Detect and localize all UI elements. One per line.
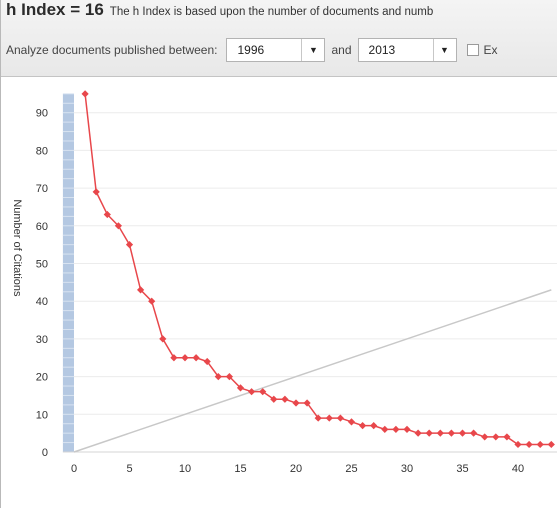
chevron-down-icon[interactable]: ▼ xyxy=(301,39,324,61)
y-tick-label: 0 xyxy=(42,447,48,459)
data-point xyxy=(381,425,389,433)
y-axis-label: Number of Citations xyxy=(11,199,23,297)
x-tick-label: 30 xyxy=(401,463,413,475)
y-tick-label: 50 xyxy=(36,259,48,271)
data-point xyxy=(181,354,189,362)
data-point xyxy=(92,188,100,196)
data-point xyxy=(192,354,200,362)
data-point xyxy=(525,440,533,449)
from-year-select[interactable]: 1996 ▼ xyxy=(226,38,326,62)
data-point xyxy=(503,433,511,441)
data-point xyxy=(259,388,267,396)
x-tick-label: 0 xyxy=(71,463,77,475)
data-point xyxy=(137,286,145,294)
data-point xyxy=(458,429,467,437)
data-point xyxy=(336,414,344,422)
reference-line xyxy=(73,289,552,453)
data-point xyxy=(248,388,256,396)
y-tick-label: 10 xyxy=(36,409,48,421)
h-index-title: h Index = 16 xyxy=(6,0,104,19)
data-point xyxy=(148,297,156,305)
data-point xyxy=(214,373,222,381)
y-tick-label: 40 xyxy=(36,296,48,308)
data-point xyxy=(292,399,300,407)
data-point xyxy=(481,433,489,441)
data-point xyxy=(425,429,433,437)
data-point xyxy=(314,414,322,422)
y-tick-label: 80 xyxy=(36,145,48,157)
series-line xyxy=(84,93,552,446)
date-range-label: Analyze documents published between: xyxy=(6,43,218,57)
data-point xyxy=(159,335,167,343)
from-year-value: 1996 xyxy=(237,43,265,57)
data-point xyxy=(414,429,422,437)
x-tick-label: 10 xyxy=(179,463,191,475)
data-point xyxy=(492,433,500,441)
chevron-down-icon[interactable]: ▼ xyxy=(432,39,456,61)
h-index-description: The h Index is based upon the number of … xyxy=(109,6,434,18)
data-point xyxy=(281,395,289,403)
y-tick-label: 60 xyxy=(36,221,48,233)
data-point xyxy=(359,422,367,430)
x-tick-label: 40 xyxy=(512,463,524,475)
data-point xyxy=(325,414,333,422)
exclude-checkbox-label: Ex xyxy=(483,43,498,57)
data-point xyxy=(547,440,555,449)
data-point xyxy=(270,395,278,403)
data-point xyxy=(470,429,478,437)
date-range-filter: Analyze documents published between: 199… xyxy=(6,36,498,64)
x-tick-label: 15 xyxy=(234,463,246,475)
data-point xyxy=(303,399,311,407)
data-point xyxy=(170,354,178,362)
to-year-select[interactable]: 2013 ▼ xyxy=(357,38,457,62)
data-point xyxy=(403,425,411,433)
y-tick-label: 70 xyxy=(36,183,48,195)
x-tick-label: 20 xyxy=(290,463,302,475)
data-point xyxy=(125,241,134,249)
y-tick-label: 30 xyxy=(36,334,48,346)
y-tick-label: 90 xyxy=(36,108,48,120)
data-point xyxy=(447,429,455,437)
data-point xyxy=(225,373,233,381)
data-point xyxy=(536,440,544,449)
data-point xyxy=(370,422,378,430)
data-point xyxy=(347,418,356,426)
x-tick-label: 5 xyxy=(126,463,132,475)
x-tick-label: 25 xyxy=(345,463,357,475)
data-point xyxy=(392,425,400,433)
panel-header: h Index = 16 The h Index is based upon t… xyxy=(1,0,557,77)
y-tick-label: 20 xyxy=(36,372,48,384)
h-index-chart: 0 10 20 30 40 50 60 70 80 90 0 5 10 15 20 25 30 35 40 Numbe… xyxy=(11,90,557,475)
chart-area: 0 10 20 30 40 50 60 70 80 90 0 5 10 15 20 25 30 35 40 Numbe… xyxy=(1,77,557,508)
exclude-checkbox[interactable] xyxy=(466,44,479,56)
data-point xyxy=(103,210,111,219)
data-point xyxy=(514,440,522,449)
title-row: h Index = 16 The h Index is based upon t… xyxy=(6,0,433,28)
x-tick-label: 35 xyxy=(456,463,468,475)
data-point xyxy=(203,357,211,366)
data-point xyxy=(436,429,444,437)
data-point xyxy=(81,90,89,98)
data-point xyxy=(114,222,122,230)
to-year-value: 2013 xyxy=(368,43,396,57)
and-label: and xyxy=(331,43,352,57)
data-point xyxy=(236,384,245,392)
